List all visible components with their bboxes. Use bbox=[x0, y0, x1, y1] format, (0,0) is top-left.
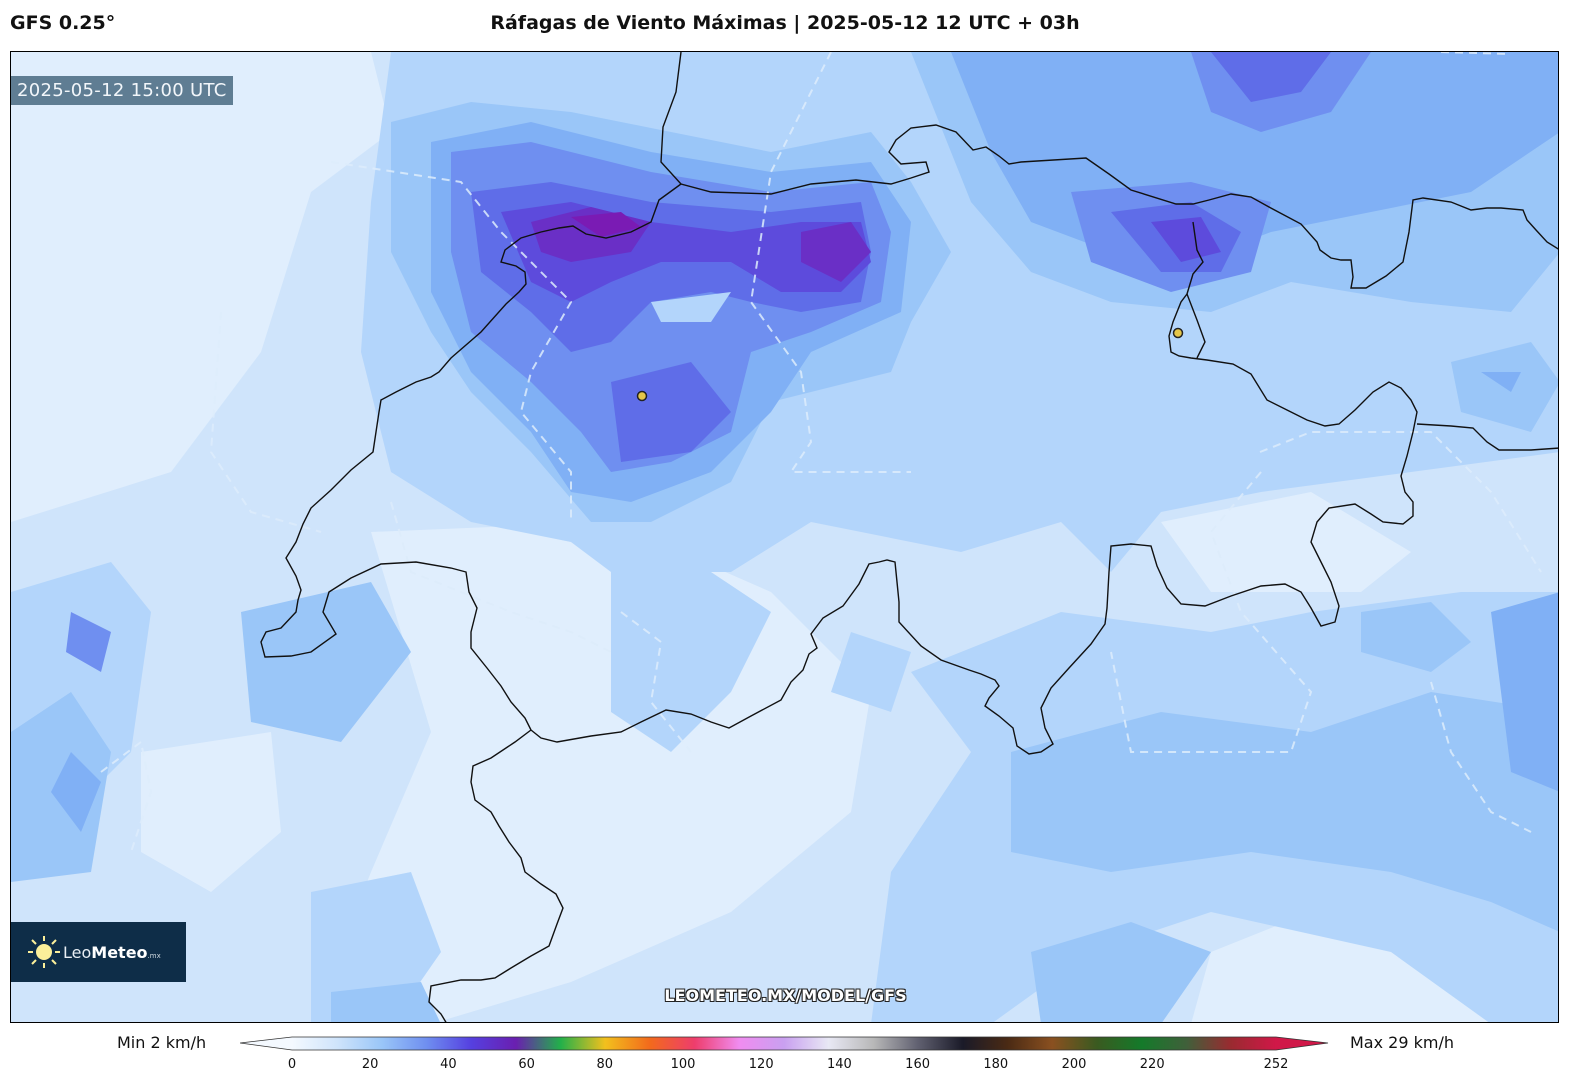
model-label: GFS 0.25° bbox=[10, 12, 116, 34]
colorbar-tick-label: 160 bbox=[905, 1057, 931, 1072]
colorbar bbox=[240, 1036, 1329, 1051]
colorbar-tick-label: 20 bbox=[361, 1057, 379, 1072]
logo-text: LeoMeteo.mx bbox=[63, 942, 161, 962]
wind-gust-field bbox=[11, 52, 1558, 1022]
sun-icon bbox=[28, 936, 60, 968]
watermark-url: LEOMETEO.MX/MODEL/GFS bbox=[664, 986, 907, 1005]
map-panel: 2025-05-12 15:00 UTC LeoMeteo.mx LEOMETE… bbox=[10, 51, 1559, 1023]
colorbar-tick-label: 100 bbox=[670, 1057, 696, 1072]
colorbar-tick-label: 140 bbox=[826, 1057, 852, 1072]
colorbar-tick-label: 80 bbox=[596, 1057, 614, 1072]
colorbar-tick-label: 200 bbox=[1061, 1057, 1087, 1072]
city-marker bbox=[1172, 327, 1184, 339]
colorbar-tick-label: 180 bbox=[983, 1057, 1009, 1072]
colorbar-tick-label: 120 bbox=[748, 1057, 774, 1072]
colorbar-tick-label: 0 bbox=[287, 1057, 297, 1072]
leometeo-logo: LeoMeteo.mx bbox=[11, 922, 186, 982]
colorbar-min-label: Min 2 km/h bbox=[117, 1033, 207, 1052]
colorbar-tick-label: 60 bbox=[518, 1057, 535, 1072]
colorbar-tick-label: 40 bbox=[440, 1057, 457, 1072]
colorbar-tick-label: 220 bbox=[1139, 1057, 1165, 1072]
city-marker bbox=[636, 390, 648, 402]
valid-time-badge: 2025-05-12 15:00 UTC bbox=[11, 76, 233, 105]
colorbar-tick-label: 252 bbox=[1263, 1057, 1289, 1072]
map-title: Ráfagas de Viento Máximas | 2025-05-12 1… bbox=[490, 12, 1080, 34]
colorbar-max-label: Max 29 km/h bbox=[1350, 1033, 1454, 1052]
